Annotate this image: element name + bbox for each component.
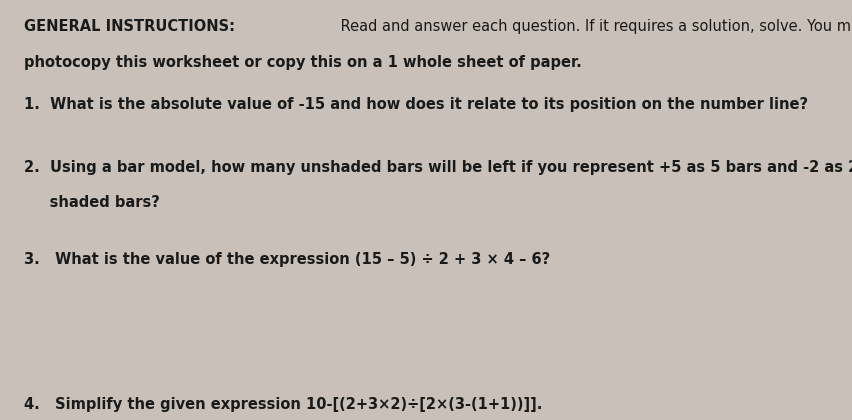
Text: 2.  Using a bar model, how many unshaded bars will be left if you represent +5 a: 2. Using a bar model, how many unshaded … bbox=[24, 160, 852, 175]
Text: shaded bars?: shaded bars? bbox=[24, 195, 159, 210]
Text: 1.  What is the absolute value of -15 and how does it relate to its position on : 1. What is the absolute value of -15 and… bbox=[24, 97, 807, 112]
Text: Read and answer each question. If it requires a solution, solve. You may: Read and answer each question. If it req… bbox=[336, 19, 852, 34]
Text: GENERAL INSTRUCTIONS:: GENERAL INSTRUCTIONS: bbox=[24, 19, 234, 34]
Text: 4.   Simplify the given expression 10-[(2+3×2)÷[2×(3-(1+1))]].: 4. Simplify the given expression 10-[(2+… bbox=[24, 397, 542, 412]
Text: 3.   What is the value of the expression (15 – 5) ÷ 2 + 3 × 4 – 6?: 3. What is the value of the expression (… bbox=[24, 252, 550, 267]
Text: photocopy this worksheet or copy this on a 1 whole sheet of paper.: photocopy this worksheet or copy this on… bbox=[24, 55, 581, 70]
